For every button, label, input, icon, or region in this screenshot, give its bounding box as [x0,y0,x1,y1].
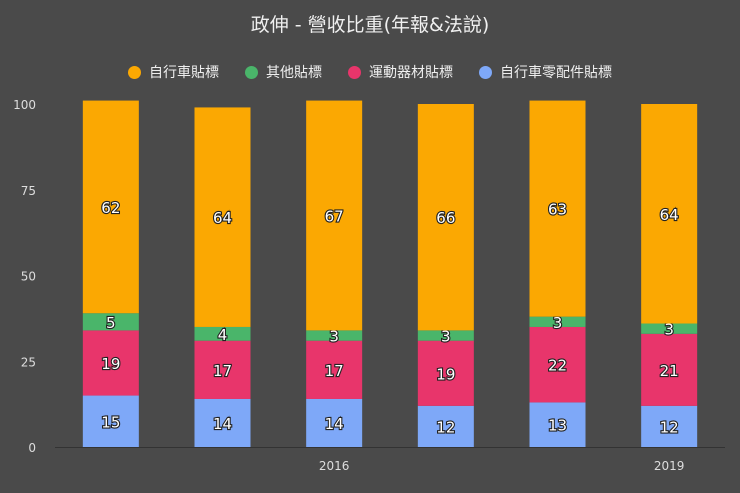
data-label: 3 [441,328,451,346]
bar-segment [641,104,698,324]
bar-segment [306,330,363,341]
legend-item: 運動器材貼標 [348,62,453,82]
legend-item: 自行車零配件貼標 [479,62,612,82]
bar-segment [641,333,698,406]
data-label: 63 [548,201,567,219]
y-tick-label: 50 [21,270,36,284]
bar-segment [641,405,698,447]
y-tick-label: 100 [13,98,36,112]
legend: 自行車貼標 其他貼標 運動器材貼標 自行車零配件貼標 [0,62,740,82]
data-label: 64 [213,209,232,227]
legend-label: 運動器材貼標 [369,65,453,81]
data-label: 14 [213,415,232,433]
data-label: 64 [660,206,679,224]
data-label: 19 [101,355,120,373]
data-label: 17 [213,362,232,380]
bar-segment [82,313,139,331]
data-label: 22 [548,357,567,375]
y-tick-label: 75 [21,184,36,198]
bar-segment [529,100,586,317]
chart-title: 政伸 - 營收比重(年報&法說) [250,14,490,36]
data-label: 19 [436,365,455,383]
bar-segment [306,340,363,399]
data-label: 3 [553,314,563,332]
data-label: 15 [101,413,120,431]
legend-swatch [479,65,492,79]
bar-segment [82,100,139,314]
bar-segment [417,340,474,406]
legend-label: 其他貼標 [266,65,322,81]
bar-segment [641,323,698,334]
legend-swatch [348,65,361,79]
data-label: 14 [325,415,344,433]
data-label: 21 [660,362,679,380]
bar-segment [194,398,251,447]
bar-segment [306,100,363,331]
legend-item: 自行車貼標 [128,62,219,82]
data-label: 17 [325,362,344,380]
bar-segment [306,398,363,447]
data-label: 5 [106,314,116,332]
bar-segment [417,104,474,331]
data-label: 3 [664,321,674,339]
bar-segment [529,402,586,447]
y-tick-label: 0 [28,441,36,455]
data-label: 13 [548,417,567,435]
y-tick-label: 25 [21,355,36,369]
data-label: 12 [436,418,455,436]
data-label: 62 [101,199,120,217]
legend-swatch [128,65,141,79]
data-label: 3 [329,328,339,346]
bar-segment [529,316,586,327]
bar-segment [82,395,139,447]
x-tick-label: 2016 [319,459,350,473]
legend-label: 自行車零配件貼標 [500,65,612,81]
data-label: 4 [218,326,228,344]
data-label: 67 [325,207,344,225]
data-label: 12 [660,418,679,436]
legend-item: 其他貼標 [245,62,322,82]
bar-segment [529,326,586,403]
x-tick-label: 2019 [654,459,685,473]
bar-segment [417,405,474,447]
bar-segment [194,107,251,327]
bar-segment [82,330,139,396]
bar-segment [194,340,251,399]
legend-swatch [245,65,258,79]
bar-segment [417,330,474,341]
data-label: 66 [436,209,455,227]
legend-label: 自行車貼標 [149,65,219,81]
bar-segment [194,326,251,341]
